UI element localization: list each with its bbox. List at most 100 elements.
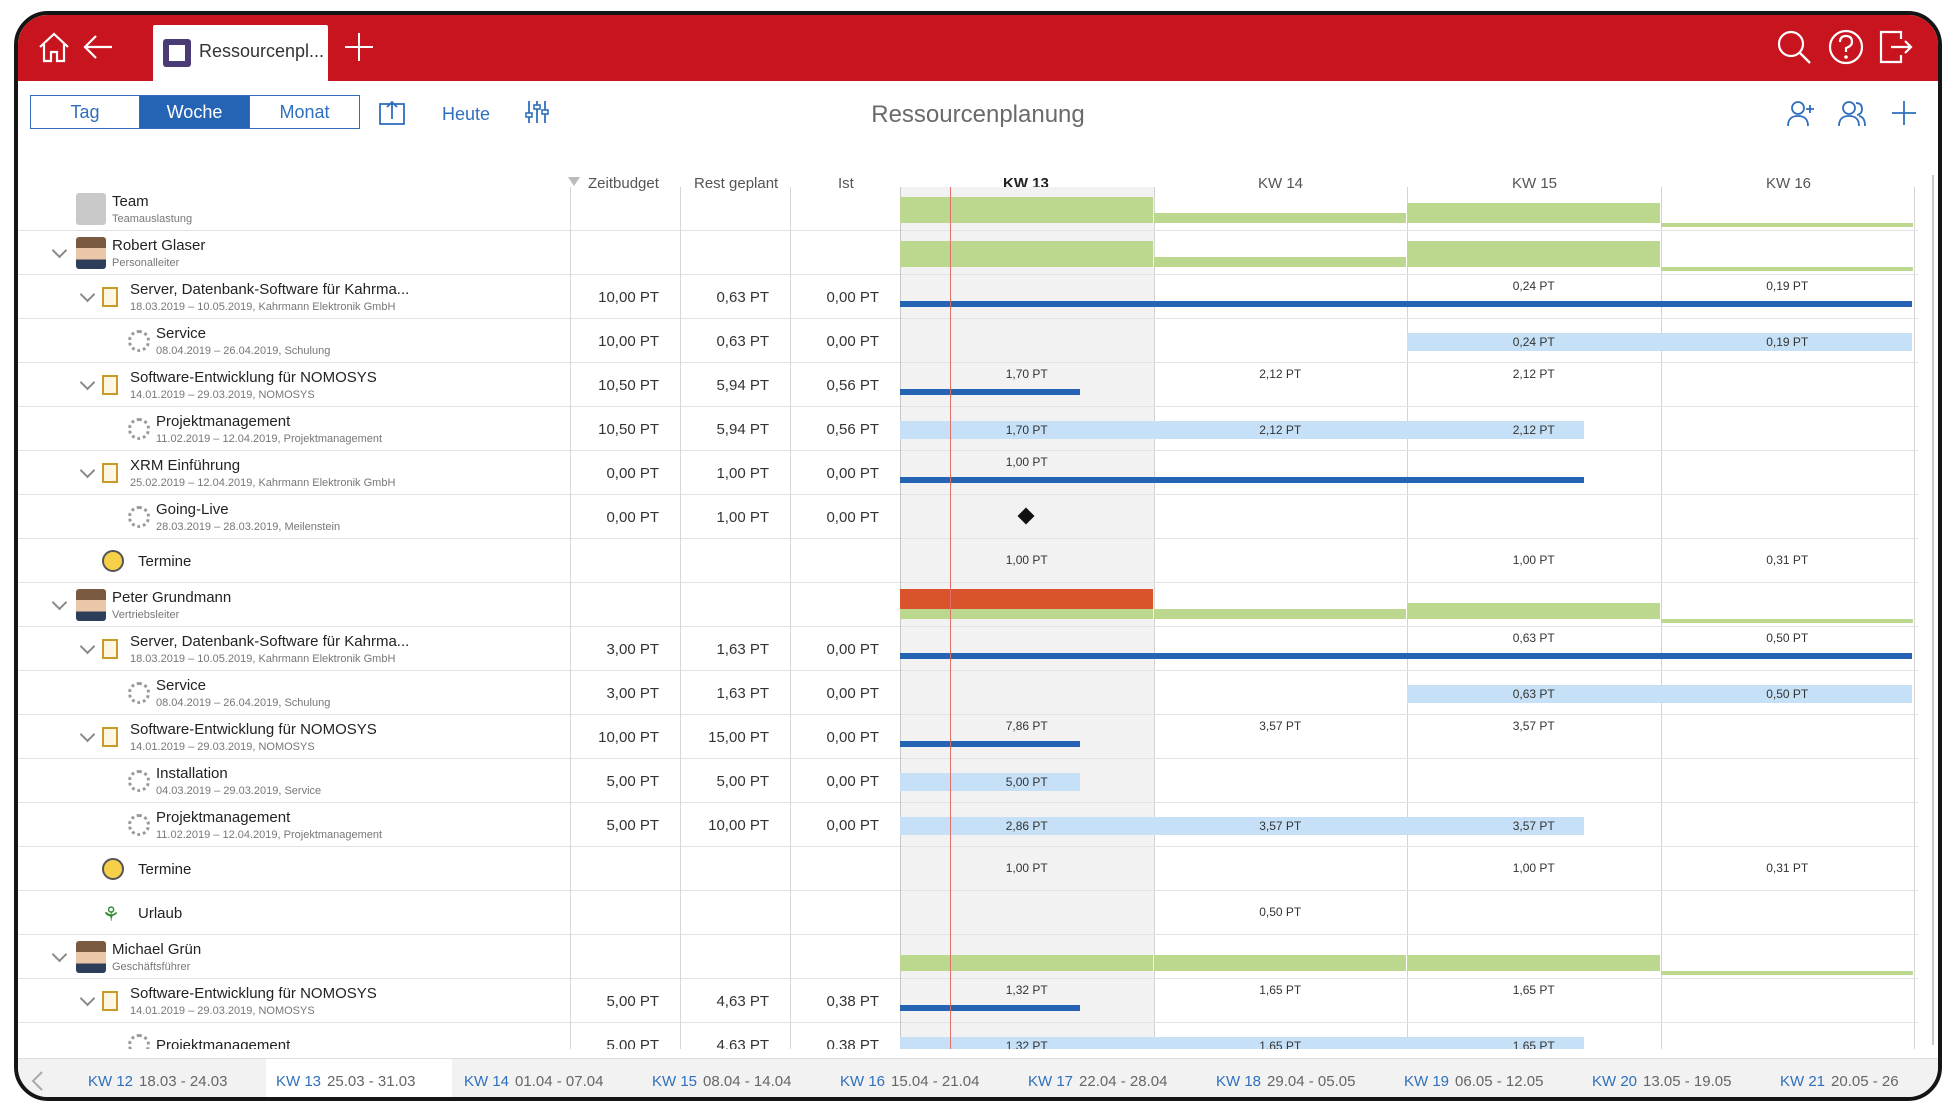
workload-bar[interactable] — [900, 955, 1153, 971]
table-row[interactable]: Service 08.04.2019 – 26.04.2019, Schulung… — [18, 671, 1918, 715]
week-nav-item[interactable]: KW 13 25.03 - 31.03 — [276, 1073, 415, 1090]
week-nav-item[interactable]: KW 20 13.05 - 19.05 — [1592, 1073, 1731, 1090]
tab-ressourcenplanung[interactable]: Ressourcenpl... — [153, 25, 328, 81]
team-icon[interactable] — [1836, 97, 1868, 129]
week-nav-item[interactable]: KW 15 08.04 - 14.04 — [652, 1073, 791, 1090]
workload-bar[interactable] — [1153, 257, 1406, 267]
project-row[interactable]: XRM Einführung 25.02.2019 – 12.04.2019, K… — [18, 451, 1918, 495]
vertical-scrollbar[interactable] — [1929, 175, 1937, 1050]
workload-bar[interactable] — [1153, 213, 1406, 223]
table-row[interactable]: Team Teamauslastung — [18, 187, 1918, 231]
value-rg: 1,00 PT — [716, 509, 769, 526]
task-bar[interactable] — [1407, 333, 1912, 351]
chevron-down-icon[interactable] — [79, 638, 96, 655]
workload-bar[interactable] — [1153, 609, 1406, 619]
workload-bar[interactable] — [1660, 971, 1913, 975]
table-row[interactable]: ⚘ Urlaub — [18, 891, 1918, 935]
export-icon[interactable] — [377, 97, 407, 127]
chevron-down-icon[interactable] — [51, 946, 68, 963]
view-woche-button[interactable]: Woche — [139, 95, 250, 129]
filter-sliders-icon[interactable] — [523, 98, 551, 126]
home-icon[interactable] — [34, 27, 74, 67]
today-button[interactable]: Heute — [442, 104, 491, 124]
workload-bar[interactable] — [1153, 955, 1406, 971]
week-nav-item[interactable]: KW 14 01.04 - 07.04 — [464, 1073, 603, 1090]
help-icon[interactable] — [1826, 27, 1866, 67]
chevron-down-icon[interactable] — [79, 462, 96, 479]
team-avatar-icon — [76, 193, 106, 225]
view-monat-button[interactable]: Monat — [249, 95, 360, 129]
chevron-down-icon[interactable] — [79, 286, 96, 303]
value-ist: 0,56 PT — [826, 377, 879, 394]
clock-icon — [102, 858, 124, 880]
project-row[interactable]: Server, Datenbank-Software für Kahrma...… — [18, 627, 1918, 671]
back-arrow-icon[interactable] — [78, 27, 118, 67]
task-bar[interactable] — [900, 421, 1585, 439]
add-person-icon[interactable] — [1785, 97, 1817, 129]
week-nav-item[interactable]: KW 21 20.05 - 26 — [1780, 1073, 1899, 1090]
project-timeline-bar[interactable] — [900, 1005, 1080, 1011]
project-timeline-bar[interactable] — [900, 653, 1912, 659]
week-nav-item[interactable]: KW 18 29.04 - 05.05 — [1216, 1073, 1355, 1090]
person-row[interactable]: Michael Grün Geschäftsführer — [18, 935, 1918, 979]
week-nav-item[interactable]: KW 19 06.05 - 12.05 — [1404, 1073, 1543, 1090]
table-row[interactable]: Going-Live 28.03.2019 – 28.03.2019, Meile… — [18, 495, 1918, 539]
project-timeline-bar[interactable] — [900, 741, 1080, 747]
project-timeline-bar[interactable] — [900, 389, 1080, 395]
value-zb: 10,50 PT — [598, 377, 659, 394]
chevron-left-icon[interactable] — [28, 1069, 48, 1093]
col-rest-geplant[interactable]: Rest geplant — [694, 175, 779, 192]
palm-tree-icon: ⚘ — [102, 904, 120, 926]
task-bar[interactable] — [900, 1037, 1585, 1049]
search-icon[interactable] — [1774, 27, 1814, 67]
chevron-down-icon[interactable] — [79, 374, 96, 391]
value-rg: 1,63 PT — [716, 641, 769, 658]
week-nav-item[interactable]: KW 16 15.04 - 21.04 — [840, 1073, 979, 1090]
workload-bar[interactable] — [1407, 603, 1660, 619]
workload-bar[interactable] — [900, 197, 1153, 223]
task-bar[interactable] — [1407, 685, 1912, 703]
chevron-down-icon[interactable] — [79, 990, 96, 1007]
project-row[interactable]: Software-Entwicklung für NOMOSYS 14.01.20… — [18, 363, 1918, 407]
project-timeline-bar[interactable] — [900, 477, 1585, 483]
table-row[interactable]: Installation 04.03.2019 – 29.03.2019, Ser… — [18, 759, 1918, 803]
row-name: Installation — [156, 765, 228, 782]
table-row[interactable]: Projektmanagement 11.02.2019 – 12.04.2019… — [18, 803, 1918, 847]
person-row[interactable]: Robert Glaser Personalleiter — [18, 231, 1918, 275]
table-row[interactable]: Projektmanagement 11.02.2019 – 12.04.2019… — [18, 407, 1918, 451]
overload-bar[interactable] — [900, 589, 1153, 609]
table-row[interactable]: Service 08.04.2019 – 26.04.2019, Schulung… — [18, 319, 1918, 363]
project-row[interactable]: Server, Datenbank-Software für Kahrma...… — [18, 275, 1918, 319]
chevron-down-icon[interactable] — [51, 242, 68, 259]
row-name: Software-Entwicklung für NOMOSYS — [130, 369, 377, 386]
week-nav-item[interactable]: KW 17 22.04 - 28.04 — [1028, 1073, 1167, 1090]
col-zeitbudget[interactable]: Zeitbudget — [588, 175, 659, 192]
task-bar[interactable] — [900, 817, 1585, 835]
person-row[interactable]: Peter Grundmann Vertriebsleiter — [18, 583, 1918, 627]
project-row[interactable]: Software-Entwicklung für NOMOSYS 14.01.20… — [18, 979, 1918, 1023]
project-row[interactable]: Software-Entwicklung für NOMOSYS 14.01.20… — [18, 715, 1918, 759]
table-row[interactable]: Termine — [18, 847, 1918, 891]
value-ist: 0,00 PT — [826, 817, 879, 834]
add-plus-icon[interactable] — [1888, 97, 1920, 129]
logout-icon[interactable] — [1875, 27, 1915, 67]
task-bar[interactable] — [900, 773, 1080, 791]
workload-bar[interactable] — [1407, 955, 1660, 971]
workload-bar[interactable] — [1407, 241, 1660, 267]
week-nav-item[interactable]: KW 12 18.03 - 24.03 — [88, 1073, 227, 1090]
project-timeline-bar[interactable] — [900, 301, 1912, 307]
chevron-down-icon[interactable] — [51, 594, 68, 611]
table-row[interactable]: Projektmanagement 5,00 PT 4,63 PT 0,38 PT — [18, 1023, 1918, 1049]
workload-bar[interactable] — [1660, 223, 1913, 227]
week-nav-range: 25.03 - 31.03 — [327, 1073, 416, 1090]
col-ist[interactable]: Ist — [838, 175, 854, 192]
workload-bar[interactable] — [1660, 619, 1913, 623]
table-row[interactable]: Termine — [18, 539, 1918, 583]
workload-bar[interactable] — [1660, 267, 1913, 271]
chevron-down-icon[interactable] — [79, 726, 96, 743]
new-tab-plus-icon[interactable] — [339, 27, 379, 67]
workload-bar[interactable] — [1407, 203, 1660, 223]
sort-down-icon[interactable] — [568, 177, 580, 187]
workload-bar[interactable] — [900, 241, 1153, 267]
resource-grid: Team Teamauslastung Robert Glaser Personall… — [18, 187, 1918, 1049]
